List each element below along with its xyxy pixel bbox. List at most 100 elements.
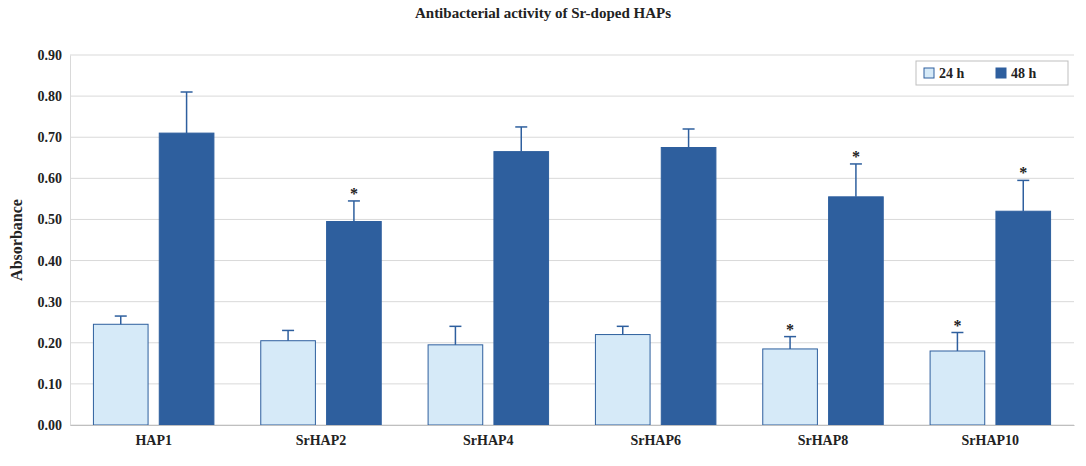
x-tick-label: SrHAP2: [296, 433, 347, 448]
x-tick-label: HAP1: [135, 433, 172, 448]
y-tick: 0.00: [38, 418, 71, 433]
error-bar: [515, 127, 527, 152]
grid-line: [70, 178, 1074, 179]
error-bar: [784, 337, 796, 349]
y-tick-label: 0.80: [38, 89, 63, 104]
grid-line: [70, 383, 1074, 384]
y-tick-label: 0.60: [38, 171, 63, 186]
y-tick-label: 0.90: [38, 48, 63, 63]
x-tick-label: SrHAP4: [463, 433, 514, 448]
error-bar-stem: [120, 316, 122, 324]
x-tick: HAP1: [135, 425, 172, 448]
bar: [930, 351, 985, 425]
error-bar-cap: [181, 91, 193, 93]
error-bar-cap: [515, 126, 527, 128]
title: Antibacterial activity of Sr-doped HAPs: [415, 5, 671, 21]
legend-item: 24 h: [924, 66, 965, 81]
x-tick: SrHAP6: [630, 425, 681, 448]
y-tick-label: 0.00: [38, 418, 63, 433]
error-bar-stem: [789, 337, 791, 349]
y-axis: 0.00 0.10 0.20 0.30 0.40 0.50 0.60 0.70 0.80 0.90: [38, 48, 71, 433]
y-tick: 0.70: [38, 130, 71, 145]
x-tick: SrHAP4: [463, 425, 514, 448]
error-bar-stem: [353, 201, 355, 222]
plot: 0.00 0.10 0.20 0.30 0.40 0.50 0.60 0.70 0.80 0.90…: [38, 48, 1075, 448]
error-bar-stem: [1023, 180, 1025, 211]
error-bar-stem: [186, 92, 188, 133]
y-tick: 0.10: [38, 377, 71, 392]
significance-label: *: [852, 148, 860, 165]
bar: [159, 133, 214, 425]
error-bar: [348, 201, 360, 222]
y-tick-label: 0.30: [38, 295, 63, 310]
error-bar: [951, 333, 963, 352]
error-bar-cap: [282, 330, 294, 332]
error-bar-stem: [622, 326, 624, 334]
error-bar-cap: [617, 326, 629, 328]
error-bar-cap: [449, 326, 461, 328]
error-bar-stem: [688, 129, 690, 148]
y-tick: 0.40: [38, 254, 71, 269]
bar: [996, 211, 1051, 425]
bar: [494, 152, 549, 425]
significance-label: *: [1019, 164, 1027, 181]
significance-label: *: [786, 321, 794, 338]
y-tick-label: 0.50: [38, 212, 63, 227]
grid-line: [70, 219, 1074, 220]
y-tick: 0.50: [38, 212, 71, 227]
x-axis-line: [71, 425, 1075, 426]
y-tick: 0.60: [38, 171, 71, 186]
error-bar-stem: [521, 127, 523, 152]
y-tick-label: 0.40: [38, 254, 63, 269]
significance-label: *: [953, 317, 961, 334]
error-bar-stem: [957, 333, 959, 352]
legend-label: 48 h: [1011, 66, 1037, 81]
grid-line: [70, 137, 1074, 138]
legend-box: [916, 61, 1068, 85]
bar: [595, 335, 650, 425]
error-bar: [850, 164, 862, 197]
annotations: * * * * *: [350, 148, 1027, 338]
grid-line: [70, 96, 1074, 97]
error-bar-cap: [683, 128, 695, 130]
series: [159, 92, 1050, 425]
y-tick-label: 0.10: [38, 377, 63, 392]
x-tick-label: SrHAP10: [962, 433, 1020, 448]
bar: [261, 341, 316, 425]
y-tick: 0.80: [38, 89, 71, 104]
marks: [93, 92, 1050, 425]
grid: [70, 55, 1074, 425]
bar: [763, 349, 818, 425]
legend: 24 h 48 h: [916, 61, 1068, 85]
y-tick: 0.30: [38, 295, 71, 310]
significance-label: *: [350, 185, 358, 202]
error-bar: [683, 129, 695, 148]
error-bar-stem: [287, 330, 289, 340]
error-bar-stem: [855, 164, 857, 197]
grid-line: [70, 260, 1074, 261]
error-bar-stem: [455, 326, 457, 345]
bar: [829, 197, 884, 425]
bar: [327, 222, 382, 426]
grid-line: [70, 301, 1074, 302]
x-tick: SrHAP10: [962, 425, 1020, 448]
bar: [428, 345, 483, 425]
x-tick-label: SrHAP6: [630, 433, 681, 448]
x-tick: SrHAP8: [798, 425, 849, 448]
error-bar: [449, 326, 461, 345]
legend-label: 24 h: [939, 66, 965, 81]
y-axis-title: Absorbance: [8, 199, 25, 281]
error-bar: [617, 326, 629, 334]
chart: 0.00 0.10 0.20 0.30 0.40 0.50 0.60 0.70 0.80 0.90…: [0, 0, 1086, 466]
x-tick-label: SrHAP8: [798, 433, 849, 448]
y-tick: 0.20: [38, 336, 71, 351]
y-tick: 0.90: [38, 48, 71, 63]
bar: [93, 324, 148, 425]
grid-line: [70, 55, 1074, 56]
y-tick-label: 0.20: [38, 336, 63, 351]
error-bar-cap: [115, 315, 127, 317]
x-tick: SrHAP2: [296, 425, 347, 448]
grid-line: [70, 342, 1074, 343]
error-bar: [1017, 180, 1029, 211]
x-axis: HAP1 SrHAP2 SrHAP4 SrHAP6 SrHAP8 SrHAP10: [71, 425, 1075, 448]
